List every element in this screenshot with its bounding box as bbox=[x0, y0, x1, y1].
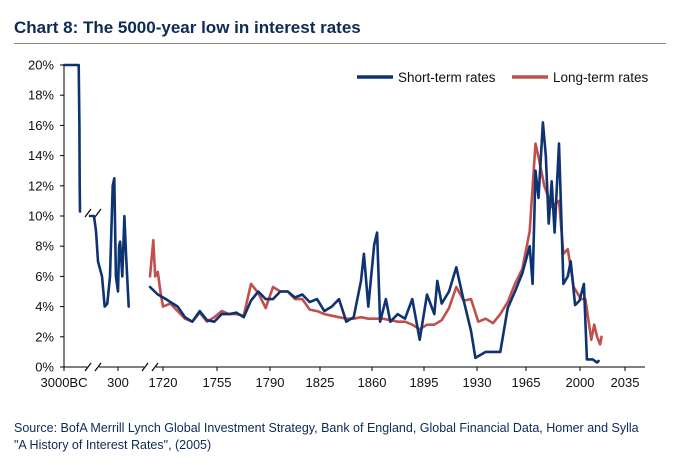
x-tick-label: 2035 bbox=[611, 375, 640, 390]
short-term-line-segment bbox=[148, 121, 600, 364]
source-note: Source: BofA Merrill Lynch Global Invest… bbox=[14, 420, 669, 454]
x-axis-break-mark bbox=[141, 361, 159, 373]
title-divider bbox=[14, 43, 666, 44]
legend-label: Short-term rates bbox=[398, 70, 496, 85]
x-tick-label: 1860 bbox=[358, 375, 387, 390]
x-tick-label: 1895 bbox=[410, 375, 439, 390]
y-tick-label: 8% bbox=[35, 239, 54, 254]
short-term-line-segment bbox=[62, 63, 82, 213]
y-tick-label: 2% bbox=[35, 329, 54, 344]
axes-layer: 0% 2% 4% 6% 8% 10% 12% 14% 16% 18% 20% 3000BC 300 172… bbox=[28, 58, 645, 390]
x-tick-label: 1720 bbox=[149, 375, 178, 390]
short-term-line-segment bbox=[88, 177, 130, 308]
y-tick-label: 20% bbox=[28, 58, 54, 73]
chart-title: Chart 8: The 5000-year low in interest r… bbox=[14, 18, 361, 37]
chart-area: 0% 2% 4% 6% 8% 10% 12% 14% 16% 18% 20% 3000BC 300 172… bbox=[28, 58, 649, 391]
legend-label: Long-term rates bbox=[553, 70, 649, 85]
x-tick-label: 2000 bbox=[566, 375, 595, 390]
legend-item-long-term: Long-term rates bbox=[512, 70, 649, 85]
y-tick-label: 0% bbox=[35, 360, 54, 375]
series-layer bbox=[62, 63, 603, 364]
y-tick-label: 4% bbox=[35, 299, 54, 314]
y-tick-label: 12% bbox=[28, 178, 54, 193]
y-tick-label: 16% bbox=[28, 118, 54, 133]
source-line-2: "A History of Interest Rates", (2005) bbox=[14, 438, 212, 452]
x-tick-label: 300 bbox=[107, 375, 129, 390]
x-tick-label: 1930 bbox=[463, 375, 492, 390]
y-tick-label: 10% bbox=[28, 209, 54, 224]
y-tick-label: 14% bbox=[28, 148, 54, 163]
x-tick-label: 3000BC bbox=[41, 375, 88, 390]
y-tick-label: 18% bbox=[28, 88, 54, 103]
y-tick-label: 6% bbox=[35, 269, 54, 284]
legend: Short-term rates Long-term rates bbox=[357, 70, 649, 85]
x-tick-label: 1755 bbox=[203, 375, 232, 390]
x-tick-label: 1825 bbox=[306, 375, 335, 390]
source-line-1: Source: BofA Merrill Lynch Global Invest… bbox=[14, 421, 639, 435]
legend-item-short-term: Short-term rates bbox=[357, 70, 496, 85]
x-tick-label: 1790 bbox=[256, 375, 285, 390]
x-axis-break-mark bbox=[84, 361, 102, 373]
x-tick-label: 1965 bbox=[512, 375, 541, 390]
